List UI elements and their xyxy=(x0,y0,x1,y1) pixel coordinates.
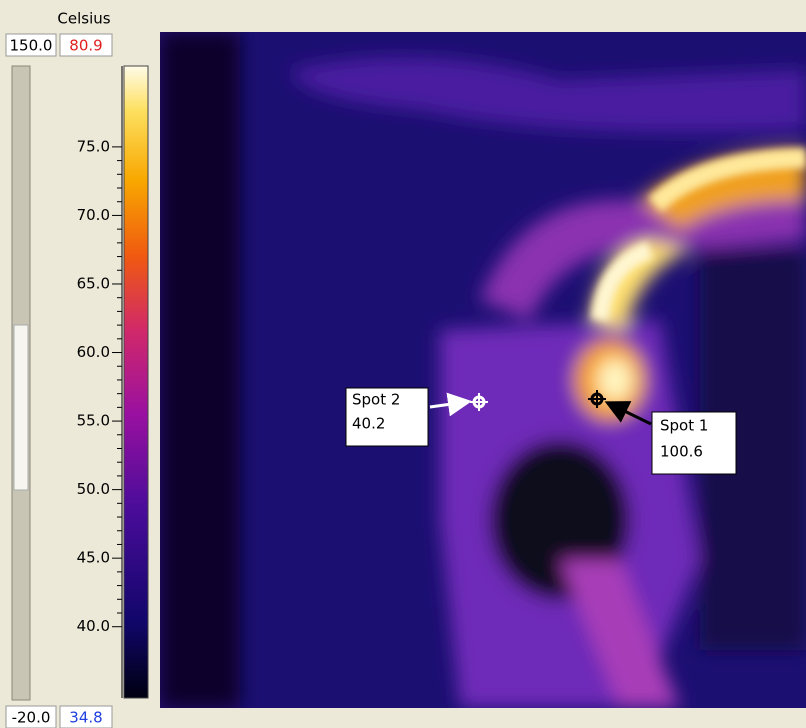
spot-value: 100.6 xyxy=(660,443,703,461)
colorbar-tick-label: 65.0 xyxy=(77,274,110,292)
colorbar-tick-label: 40.0 xyxy=(77,617,110,635)
thermal-viewer: Celsius 150.0 80.9 -20.0 34.8 xyxy=(0,0,806,728)
colorbar-tick-label: 50.0 xyxy=(77,480,110,498)
span-max: 80.9 xyxy=(69,37,102,55)
spot-name: Spot 2 xyxy=(352,391,400,409)
range-min: -20.0 xyxy=(12,709,51,727)
colorbar-tick-label: 70.0 xyxy=(77,206,110,224)
spot-name: Spot 1 xyxy=(660,417,708,435)
span-min: 34.8 xyxy=(69,709,102,727)
spot-value: 40.2 xyxy=(352,415,385,433)
colorbar xyxy=(124,66,148,698)
unit-label: Celsius xyxy=(57,10,110,28)
colorbar-tick-label: 45.0 xyxy=(77,549,110,567)
colorbar-tick-label: 75.0 xyxy=(77,137,110,155)
colorbar-tick-label: 55.0 xyxy=(77,412,110,430)
slider-thumb[interactable] xyxy=(14,325,28,490)
range-max: 150.0 xyxy=(10,37,53,55)
thermal-image[interactable] xyxy=(160,32,806,708)
colorbar-tick-label: 60.0 xyxy=(77,343,110,361)
